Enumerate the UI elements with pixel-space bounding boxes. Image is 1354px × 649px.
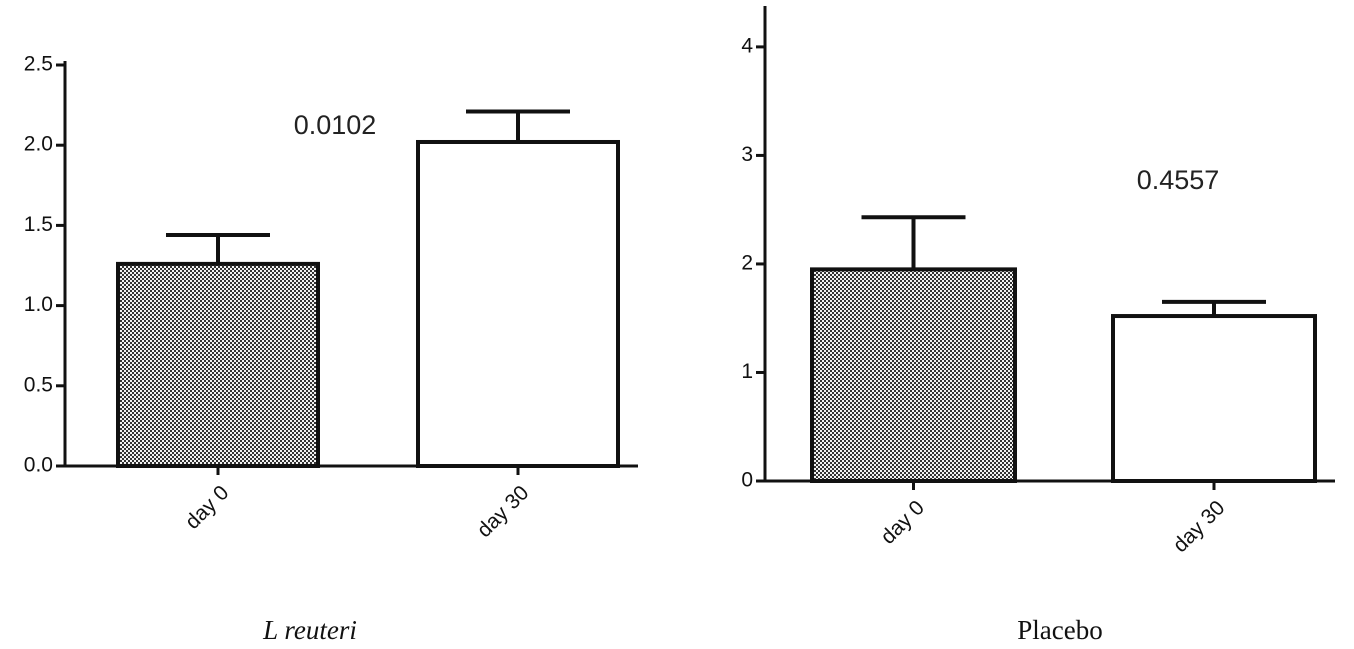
y-tick-label: 2.0 bbox=[24, 133, 53, 156]
annotation: 0.0102 bbox=[294, 110, 377, 140]
x-tick-label: day 30 bbox=[473, 481, 534, 542]
y-tick-label: 4 bbox=[741, 34, 753, 57]
y-tick-label: 1 bbox=[741, 360, 753, 383]
x-tick-label: day 30 bbox=[1169, 496, 1230, 557]
y-tick-label: 1.0 bbox=[24, 293, 53, 316]
annotation: 0.4557 bbox=[1137, 165, 1220, 195]
chart-title: Placebo bbox=[1017, 615, 1102, 645]
y-tick-label: 2.5 bbox=[24, 53, 53, 76]
y-tick-label: 2 bbox=[741, 251, 753, 274]
bar bbox=[1111, 314, 1317, 483]
x-tick-label: day 0 bbox=[181, 481, 234, 534]
chart: 0.0 0.5 1.0 1.5 2.0 2.5 day 0 day 30 0.0102 L reu… bbox=[24, 53, 638, 645]
y-tick-label: 3 bbox=[741, 143, 753, 166]
x-tick-label: day 0 bbox=[876, 496, 929, 549]
y-tick-label: 0 bbox=[741, 469, 753, 492]
chart-title: L reuteri bbox=[262, 615, 357, 645]
y-tick-label: 0.0 bbox=[24, 454, 53, 477]
y-tick-label: 1.5 bbox=[24, 213, 53, 236]
bar bbox=[810, 267, 1017, 483]
chart: 0 1 2 3 4 day 0 day 30 0.4557 Placebo bbox=[741, 6, 1335, 645]
y-tick-label: 0.5 bbox=[24, 373, 53, 396]
bar bbox=[116, 261, 320, 468]
bar bbox=[416, 139, 620, 468]
